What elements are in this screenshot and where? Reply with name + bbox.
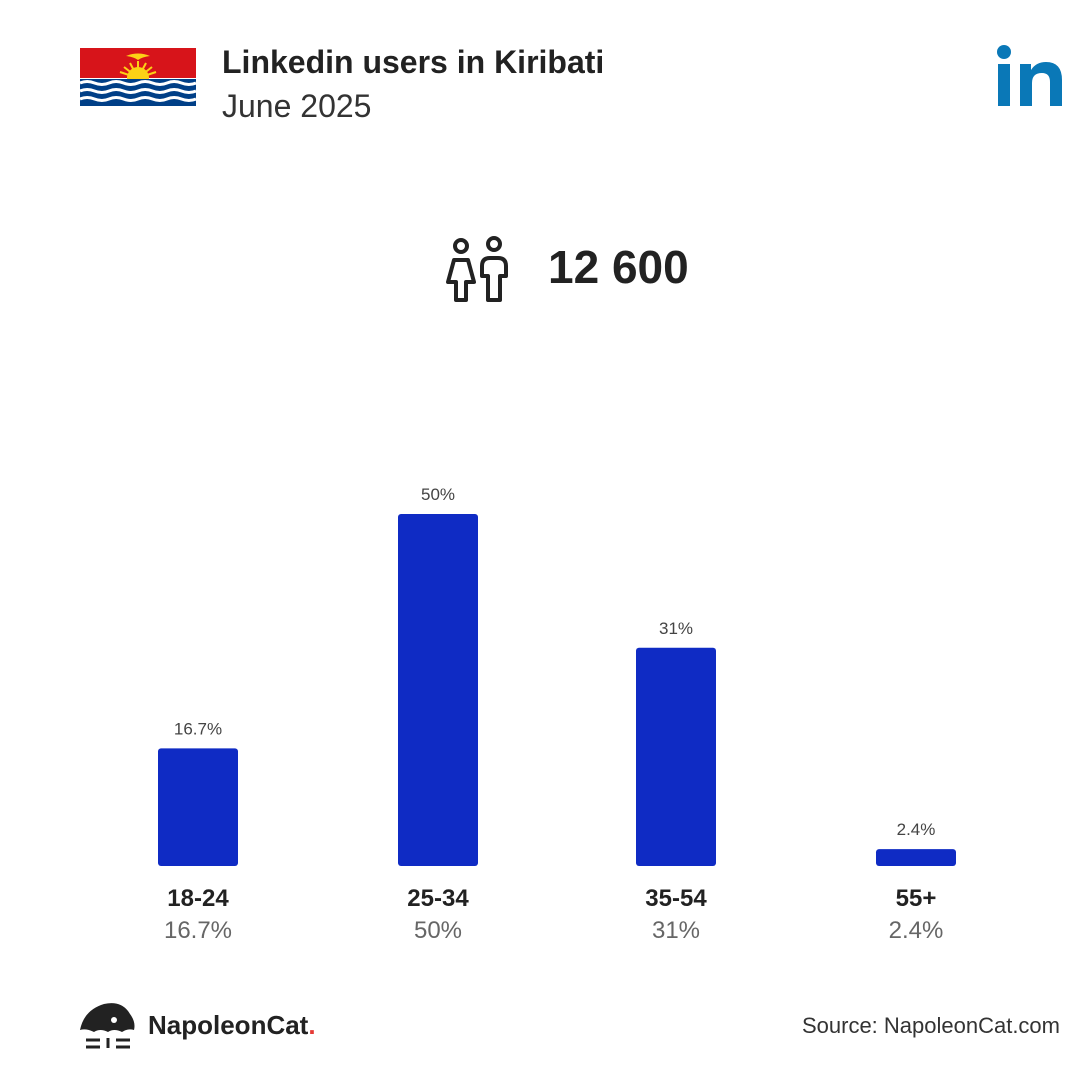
total-users: 12 600 — [444, 232, 744, 308]
category-percent-label: 16.7% — [164, 917, 232, 944]
total-users-value: 12 600 — [548, 241, 689, 293]
bar — [876, 849, 956, 866]
bar-value-label: 16.7% — [174, 719, 222, 738]
bar-value-label: 2.4% — [897, 820, 936, 839]
category-label: 18-24 — [167, 885, 229, 912]
bar-value-label: 50% — [421, 485, 455, 504]
bar-value-label: 31% — [659, 619, 693, 638]
linkedin-logo-icon — [997, 45, 1062, 106]
age-bar-chart: 16.7% 18-24 16.7% 50% 25-34 50% 31% 35-54 31% 2.4… — [158, 485, 956, 944]
header: Linkedin users in Kiribati June 2025 — [80, 40, 1065, 130]
brand-name: NapoleonCat. — [148, 1010, 316, 1041]
category-label: 25-34 — [407, 885, 469, 912]
brand-dot: . — [308, 1010, 316, 1040]
bar — [158, 748, 238, 866]
brand-text: NapoleonCat — [148, 1010, 309, 1040]
page-subtitle: June 2025 — [222, 88, 372, 124]
page-title: Linkedin users in Kiribati — [222, 44, 605, 80]
source-text: Source: NapoleonCat.com — [801, 1013, 1060, 1038]
bar — [398, 514, 478, 866]
category-label: 55+ — [896, 885, 937, 912]
category-percent-label: 31% — [652, 917, 700, 944]
category-percent-label: 50% — [414, 917, 462, 944]
bar — [636, 647, 716, 866]
kiribati-flag-icon — [80, 48, 196, 106]
category-percent-label: 2.4% — [889, 917, 944, 944]
people-icon — [446, 236, 508, 302]
category-label: 35-54 — [645, 885, 707, 912]
napoleoncat-logo-icon — [80, 1003, 135, 1049]
